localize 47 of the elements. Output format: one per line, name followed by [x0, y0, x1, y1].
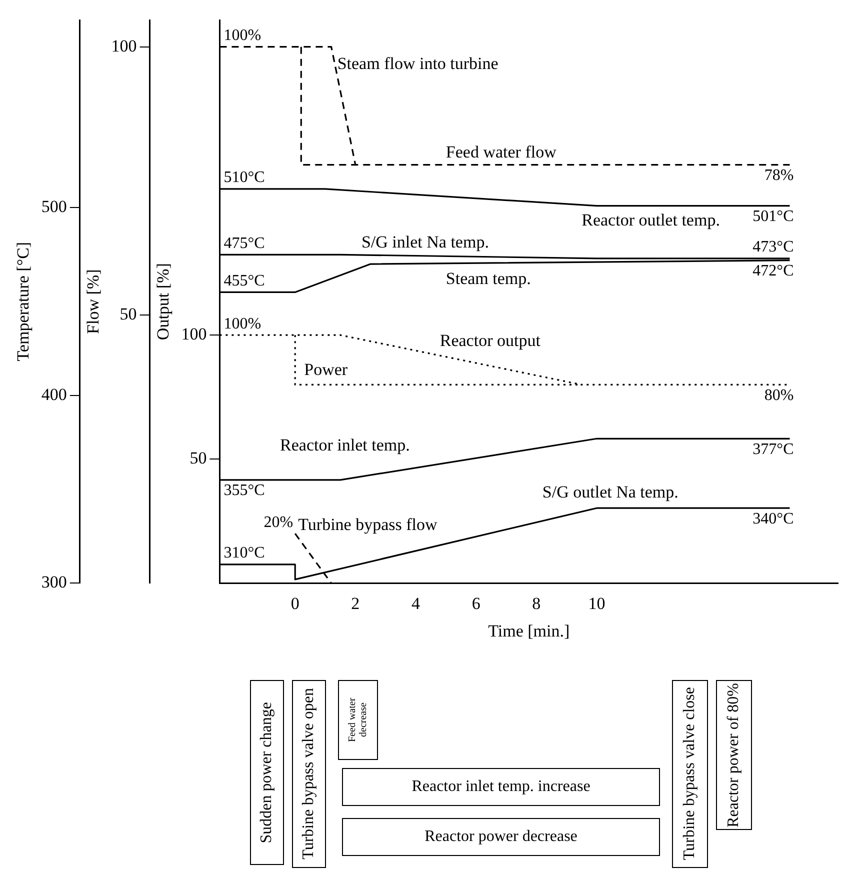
series-label: Reactor output [440, 331, 541, 350]
y3-tick-label: 400 [41, 384, 67, 404]
x-tick-label: 4 [411, 594, 420, 613]
series-label: Steam temp. [446, 268, 531, 288]
text: Reactor inlet temp. increase [412, 778, 590, 796]
data-label: 100% [224, 315, 262, 332]
text: Sudden power change [258, 702, 276, 844]
data-label: 501°C [752, 208, 794, 226]
x-tick-label: 0 [290, 594, 300, 613]
text: Turbine bypass valve close [681, 687, 699, 861]
y3-tick-label: 300 [41, 572, 67, 592]
data-label: 472°C [752, 262, 794, 280]
x-tick-label: 10 [588, 594, 606, 613]
series-label: Steam flow into turbine [337, 54, 498, 73]
x-tick-label: 2 [351, 594, 360, 613]
data-label: 80% [764, 386, 794, 404]
y2-tick-label: 50 [120, 304, 137, 324]
series-label: Turbine bypass flow [298, 515, 438, 534]
data-label: 340°C [752, 510, 794, 528]
data-label: 377°C [752, 440, 794, 458]
series-label: S/G outlet Na temp. [542, 482, 678, 502]
data-label: 475°C [224, 234, 265, 252]
x-tick-label: 8 [532, 594, 541, 613]
x-axis-title: Time [min.] [488, 621, 570, 640]
series-label: S/G inlet Na temp. [361, 232, 489, 252]
data-label: 510°C [224, 169, 265, 186]
data-label: 355°C [224, 482, 265, 500]
text: Reactor power decrease [424, 828, 578, 846]
text: Reactor power of 80% [725, 682, 743, 828]
data-label: 310°C [224, 544, 265, 562]
data-label: 20% [264, 514, 294, 531]
x-tick-label: 6 [472, 594, 480, 613]
series-label: Reactor outlet temp. [582, 210, 720, 230]
series-label: Power [304, 360, 348, 380]
data-label: 455°C [224, 272, 265, 290]
y2-tick-label: 100 [111, 36, 137, 56]
data-label: 100% [224, 27, 262, 44]
y3-tick-label: 500 [41, 197, 67, 216]
data-label: 78% [764, 167, 794, 184]
data-label: 473°C [752, 238, 794, 256]
series-label: Reactor inlet temp. [280, 435, 410, 454]
text: Turbine bypass valve open [300, 688, 318, 860]
text: Feed water decrease [347, 696, 369, 744]
y3-axis-title: Temperature [°C] [14, 242, 33, 362]
y-axis-title: Output [%] [153, 263, 172, 340]
series-label: Feed water flow [446, 142, 558, 162]
y2-axis-title: Flow [%] [84, 269, 103, 334]
